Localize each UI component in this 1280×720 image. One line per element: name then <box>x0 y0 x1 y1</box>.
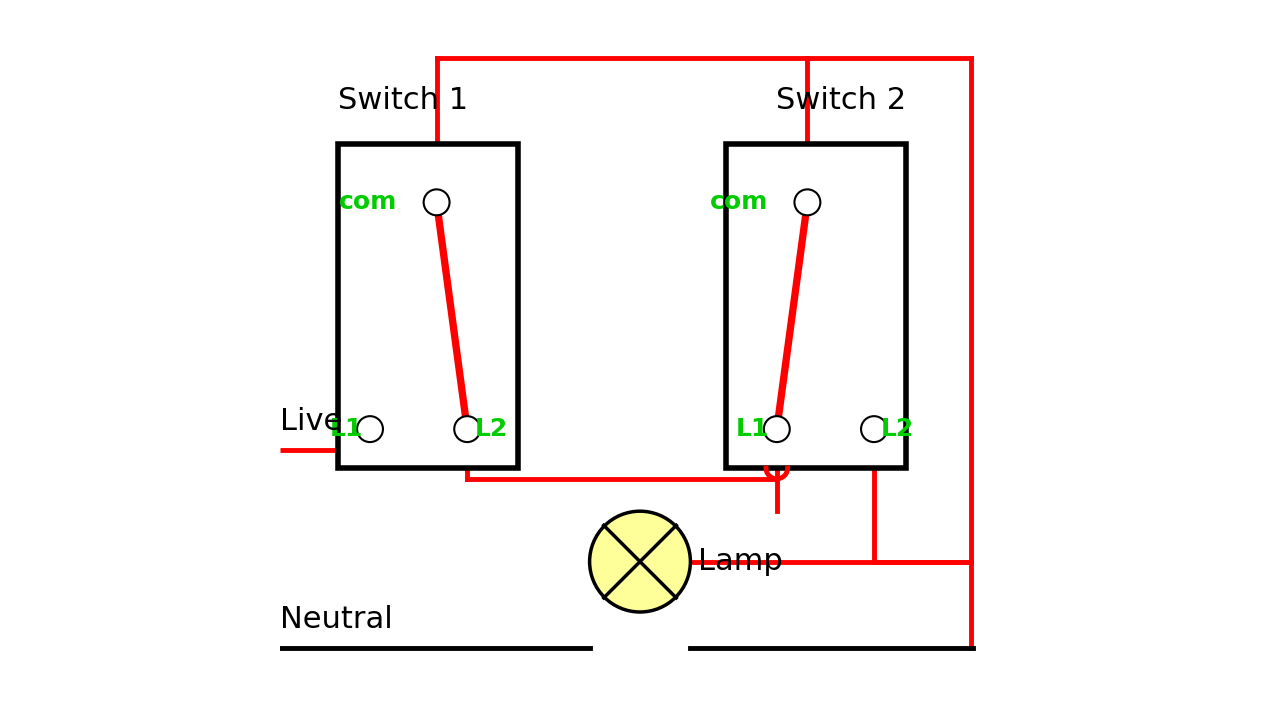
Circle shape <box>590 511 690 612</box>
Text: Neutral: Neutral <box>280 605 393 634</box>
Text: Switch 1: Switch 1 <box>338 86 467 115</box>
Text: com: com <box>709 190 768 215</box>
Bar <box>338 144 517 468</box>
Text: L2: L2 <box>475 417 508 441</box>
Circle shape <box>795 189 820 215</box>
Text: Live: Live <box>280 407 342 436</box>
Circle shape <box>424 189 449 215</box>
Circle shape <box>454 416 480 442</box>
Text: L2: L2 <box>881 417 914 441</box>
Circle shape <box>861 416 887 442</box>
Bar <box>727 144 906 468</box>
Text: L1: L1 <box>329 417 362 441</box>
Text: com: com <box>339 190 397 215</box>
Circle shape <box>764 416 790 442</box>
Circle shape <box>357 416 383 442</box>
Text: Lamp: Lamp <box>698 547 782 576</box>
Text: L1: L1 <box>736 417 769 441</box>
Text: Switch 2: Switch 2 <box>776 86 906 115</box>
